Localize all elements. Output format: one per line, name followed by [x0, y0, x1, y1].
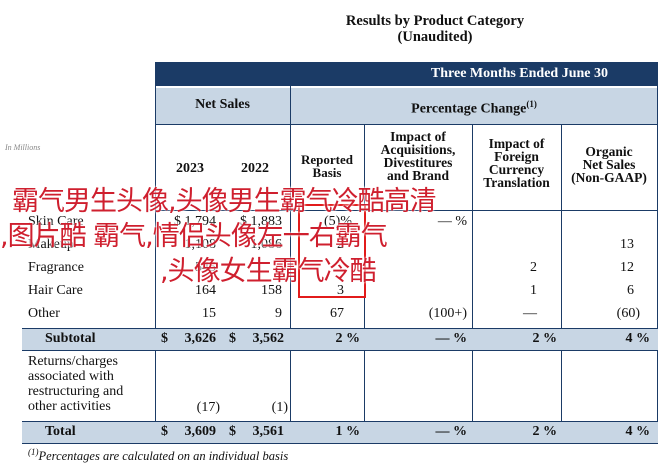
row-2023: 545: [195, 260, 216, 275]
total-dollar-2022: $: [229, 424, 236, 439]
subtotal-band: [22, 328, 658, 350]
row-organic: (60): [616, 306, 640, 321]
row-label: Hair Care: [28, 283, 83, 298]
footnote: (1)Percentages are calculated on an indi…: [28, 447, 289, 464]
period-banner: Three Months Ended June 30: [155, 62, 658, 86]
col-2023: 2023: [176, 161, 204, 176]
rule-header: [155, 124, 658, 125]
col-reported: Reported Basis: [301, 152, 353, 180]
row-fx: 1: [530, 283, 537, 298]
in-millions-note: In Millions: [5, 143, 41, 152]
net-sales-head: Net Sales: [195, 97, 250, 112]
pct-change-head: Percentage Change(1): [411, 99, 537, 117]
row-label: Other: [28, 306, 60, 321]
row-fx: 2: [530, 260, 537, 275]
col-organic: Organic Net Sales (Non-GAAP): [571, 144, 647, 185]
subtotal-2022: 3,562: [252, 331, 285, 346]
subtotal-fx: 2 %: [532, 331, 558, 346]
rule-subtotal-bottom: [22, 350, 658, 351]
total-2023: 3,609: [184, 424, 217, 439]
rule-subtotal-top: [22, 328, 658, 329]
total-fx: 2 %: [532, 424, 558, 439]
row-organic: 12: [620, 260, 634, 275]
subtotal-2023: 3,626: [184, 331, 217, 346]
row-organic: 6: [627, 283, 634, 298]
total-organic: 4 %: [625, 424, 651, 439]
col-2022: 2022: [241, 161, 269, 176]
row-organic: 13: [620, 237, 634, 252]
row-reported: (5)%: [324, 214, 352, 229]
row-2023: 164: [195, 283, 216, 298]
row-2022: 158: [261, 283, 282, 298]
row-2023: $ 1,794: [174, 214, 216, 229]
header-band-left: [155, 88, 290, 124]
total-band: [22, 421, 658, 443]
row-2022: 9: [275, 306, 282, 321]
report-subtitle: (Unaudited): [397, 29, 473, 45]
row-fx: —: [523, 306, 537, 321]
row-label: Skin Care: [28, 214, 84, 229]
report-title: Results by Product Category: [345, 13, 525, 29]
rule-total-top: [22, 421, 658, 422]
total-2022: 3,561: [252, 424, 285, 439]
col-acquisitions: Impact of Acquisitions, Divestitures and Br…: [380, 129, 456, 183]
returns-label: Returns/charges associated with restructur…: [28, 354, 124, 414]
row-reported: 67: [330, 306, 344, 321]
period-label: Three Months Ended June 30: [430, 66, 608, 81]
returns-2023: (17): [196, 400, 220, 415]
col-currency: Impact of Foreign Currency Translation: [483, 136, 550, 190]
rule-total-bottom: [22, 443, 658, 444]
rule-v1: [290, 86, 291, 444]
subtotal-dollar-2023: $: [161, 331, 168, 346]
subtotal-organic: 4 %: [625, 331, 651, 346]
overlay-text-line1: 霸气男生头像,头像男生霸气冷酷高清: [12, 186, 437, 217]
header-band-right: [290, 88, 658, 124]
row-label: Fragrance: [28, 260, 84, 275]
subtotal-dollar-2022: $: [229, 331, 236, 346]
total-label: Total: [45, 424, 76, 439]
overlay-text-line3: ,头像女生霸气冷酷: [160, 256, 377, 287]
row-2022: 1,086: [250, 237, 283, 252]
row-acq: — %: [437, 214, 467, 229]
total-acq: — %: [435, 424, 468, 439]
subtotal-reported: 2 %: [335, 331, 361, 346]
row-reported: 2: [337, 237, 344, 252]
returns-2022: (1): [271, 400, 288, 415]
overlay-text-line2: ,图片酷 霸气,情侣头像左一右霸气: [0, 221, 388, 252]
rule-v3: [472, 124, 473, 444]
subtotal-label: Subtotal: [45, 331, 96, 346]
rule-v0: [155, 62, 156, 444]
row-2023: 1,108: [184, 237, 217, 252]
total-reported: 1 %: [335, 424, 361, 439]
row-2022: $ 1,883: [240, 214, 282, 229]
subtotal-acq: — %: [435, 331, 468, 346]
rule-v4: [561, 124, 562, 444]
rule-colheads: [155, 210, 658, 211]
row-label: Makeup: [28, 237, 74, 252]
row-reported: 3: [337, 283, 344, 298]
row-acq: (100+): [428, 306, 467, 321]
row-2023: 15: [202, 306, 216, 321]
highlight-box: [298, 204, 366, 298]
total-dollar-2023: $: [161, 424, 168, 439]
